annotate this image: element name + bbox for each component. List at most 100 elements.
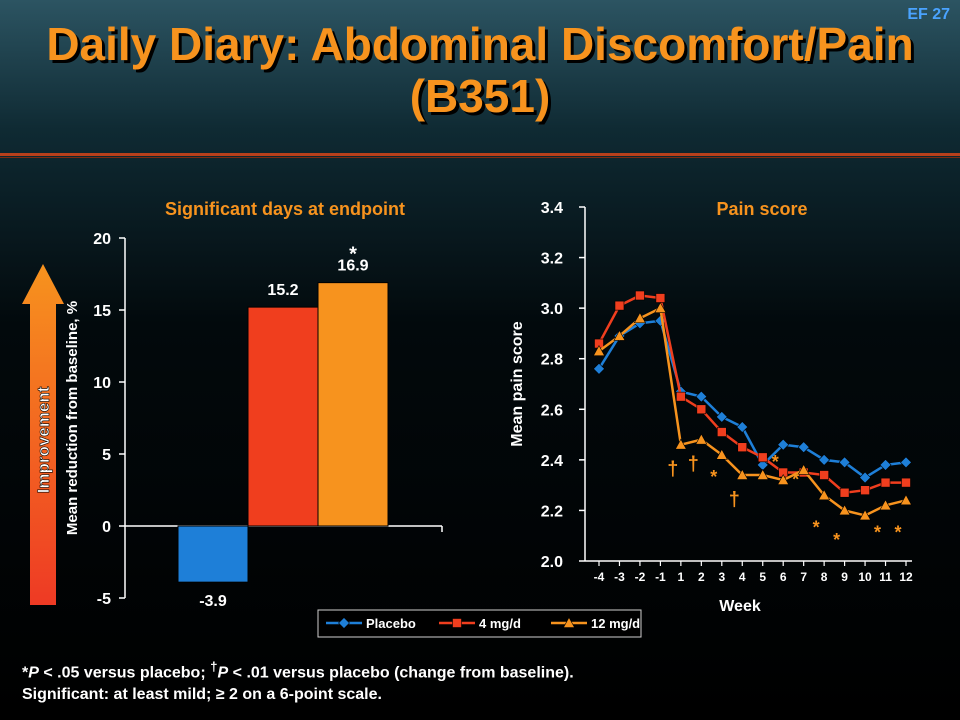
significance-mark: * [792, 470, 799, 490]
series-2-point [797, 463, 810, 475]
fn-p2: P [217, 664, 229, 682]
series-2-point [736, 468, 749, 480]
bar-y-tick-label: 10 [93, 375, 111, 392]
line-chart-title: Pain score [716, 199, 807, 219]
improvement-label: Improvement [34, 386, 53, 493]
bar-1 [247, 306, 319, 527]
bar-chart-title: Significant days at endpoint [165, 199, 405, 219]
significance-mark: * [813, 518, 820, 538]
bar-y-tick-label: -5 [97, 591, 111, 608]
series-0-point [818, 453, 831, 466]
bar-y-tick-label: 15 [93, 303, 111, 320]
series-2-point [838, 504, 851, 516]
series-1-point [880, 477, 891, 488]
fn-text2: < .01 versus placebo (change from baseli… [228, 664, 574, 682]
bar-significance-mark: * [349, 244, 357, 266]
fn-star: * [22, 664, 29, 682]
line-x-axis-label: Week [719, 598, 761, 615]
footnote-line-2: Significant: at least mild; ≥ 2 on a 6-p… [22, 686, 382, 704]
series-0-point [797, 441, 810, 454]
series-1-point [655, 293, 666, 303]
slide-id: EF 27 [907, 6, 950, 23]
series-0-point [777, 438, 790, 451]
line-x-tick-label: 12 [899, 570, 913, 584]
bar-value-label: -3.9 [199, 593, 227, 610]
significance-mark: * [710, 467, 717, 487]
bar-chart: Improvement Mean reduction from baseline,… [22, 199, 443, 610]
line-x-tick-label: 8 [821, 570, 828, 584]
significance-mark: * [894, 523, 901, 543]
fn-p1: P [28, 664, 39, 682]
series-1-point [839, 487, 850, 498]
fn-text1: < .05 versus placebo; [38, 664, 211, 682]
series-1-point [901, 477, 911, 488]
series-1-point [696, 404, 707, 415]
title-divider-shadow [0, 157, 960, 158]
line-y-tick-label: 2.8 [541, 352, 563, 369]
series-2-point [715, 448, 728, 460]
series-1-point [676, 391, 686, 402]
bar-value-label: 16.9 [337, 258, 368, 275]
chart-legend: Placebo 4 mg/d 12 mg/d [317, 609, 642, 638]
line-x-tick-label: 2 [698, 570, 705, 584]
line-x-tick-label: 11 [879, 570, 892, 584]
line-x-tick-label: -4 [594, 570, 605, 584]
series-line-2 [598, 306, 907, 517]
line-x-tick-label: 1 [678, 570, 685, 584]
series-1-point [860, 485, 870, 496]
line-y-tick-label: 3.2 [541, 251, 563, 268]
bar-y-tick-label: 20 [93, 231, 111, 248]
series-1-point [635, 290, 645, 301]
line-x-tick-label: 10 [858, 570, 872, 584]
series-2-point [777, 473, 790, 485]
significance-mark: * [874, 523, 881, 543]
line-y-tick-label: 2.2 [541, 503, 563, 520]
series-0-point [736, 421, 749, 433]
series-1-point [737, 442, 748, 453]
series-2-point [674, 438, 687, 450]
line-y-tick-label: 2.4 [541, 453, 563, 470]
series-1-point [614, 300, 625, 311]
legend-box [317, 609, 642, 638]
line-x-tick-label: 5 [759, 570, 766, 584]
line-x-tick-label: -2 [635, 570, 646, 584]
line-y-tick-label: 3.4 [541, 200, 563, 217]
series-0-point [715, 410, 728, 423]
legend-label: Placebo [366, 616, 416, 631]
significance-mark: † [667, 458, 678, 480]
significance-mark: * [833, 530, 840, 550]
legend-swatch-marker [338, 617, 350, 629]
significance-mark: † [688, 453, 699, 475]
series-0-point [879, 458, 892, 471]
footnote-line-1: *P < .05 versus placebo; †P < .01 versus… [22, 656, 574, 684]
bar-y-tick-label: 0 [102, 519, 111, 536]
series-2-point [879, 499, 892, 511]
line-x-tick-label: 9 [841, 570, 848, 584]
series-2-point [613, 329, 626, 341]
line-y-tick-label: 2.0 [541, 554, 563, 571]
line-x-tick-label: 7 [800, 570, 807, 584]
bar-y-axis-label: Mean reduction from baseline, % [64, 301, 81, 535]
line-y-tick-label: 3.0 [541, 301, 563, 318]
slide-title: Daily Diary: Abdominal Discomfort/Pain (… [0, 18, 960, 122]
line-y-axis-label: Mean pain score [509, 321, 526, 446]
legend-swatch-marker [452, 618, 462, 628]
line-y-tick-label: 2.6 [541, 402, 563, 419]
series-2-point [899, 494, 913, 506]
series-2-point [633, 312, 646, 324]
series-line-0 [597, 319, 907, 480]
line-x-tick-label: -3 [614, 570, 625, 584]
legend-label: 4 mg/d [479, 616, 521, 631]
bar-y-tick-label: 5 [102, 447, 111, 464]
legend-label: 12 mg/d [591, 616, 640, 631]
series-line-1 [597, 294, 906, 495]
legend-swatch-marker [562, 616, 576, 628]
line-chart: 2.02.22.42.62.83.03.23.4-4 -3 -2 -1 1 2 3 4 5 6 7 8… [509, 199, 913, 615]
series-1-point [716, 427, 727, 437]
title-line-1: Daily Diary: Abdominal Discomfort/Pain [46, 18, 914, 70]
series-1-point [757, 452, 768, 463]
bar-0 [177, 525, 249, 583]
line-x-tick-label: 3 [718, 570, 725, 584]
footnote: *P < .05 versus placebo; †P < .01 versus… [22, 656, 574, 706]
